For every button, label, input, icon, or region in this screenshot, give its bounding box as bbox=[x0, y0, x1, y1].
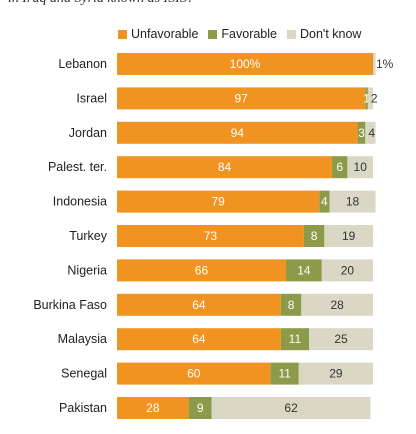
bar-favorable-nigeria bbox=[285, 259, 322, 282]
category-label-nigeria: Nigeria bbox=[67, 263, 107, 277]
bar-unfavorable-senegal bbox=[117, 362, 271, 385]
data-label-unfavorable-israel: 97 bbox=[234, 91, 248, 105]
data-label-don-t-know-senegal: 29 bbox=[329, 367, 343, 381]
category-label-lebanon: Lebanon bbox=[58, 57, 107, 71]
legend-swatch-unfavorable bbox=[118, 29, 127, 39]
bar-unfavorable-malaysia bbox=[117, 328, 281, 351]
data-label-don-t-know-malaysia: 25 bbox=[334, 332, 348, 346]
bar-unfavorable-israel bbox=[117, 87, 366, 110]
bar-favorable-pakistan bbox=[188, 397, 212, 419]
legend-item-favorable: Favorable bbox=[208, 27, 277, 41]
category-label-burkina-faso: Burkina Faso bbox=[33, 298, 107, 312]
data-label-favorable-jordan: 3 bbox=[358, 126, 365, 140]
data-label-don-t-know-lebanon: 1% bbox=[376, 57, 394, 71]
legend: Unfavorable Favorable Don't know bbox=[118, 26, 371, 42]
data-label-favorable-indonesia: 4 bbox=[321, 195, 328, 209]
bar-don-t-know-senegal bbox=[298, 362, 373, 385]
bar-unfavorable-indonesia bbox=[117, 190, 320, 213]
data-label-don-t-know-turkey: 19 bbox=[342, 229, 356, 243]
bar-unfavorable-jordan bbox=[117, 121, 358, 144]
data-label-unfavorable-jordan: 94 bbox=[231, 126, 245, 140]
data-label-unfavorable-palest-ter: 84 bbox=[218, 160, 232, 174]
bar-favorable-turkey bbox=[303, 225, 325, 247]
bar-don-t-know-indonesia bbox=[329, 190, 376, 213]
bar-unfavorable-nigeria bbox=[117, 259, 286, 282]
data-label-favorable-nigeria: 14 bbox=[297, 263, 311, 277]
bar-unfavorable-lebanon bbox=[117, 53, 373, 75]
data-label-favorable-turkey: 8 bbox=[311, 229, 318, 243]
data-label-unfavorable-pakistan: 28 bbox=[146, 401, 160, 415]
data-label-favorable-malaysia: 11 bbox=[289, 332, 302, 346]
bar-don-t-know-lebanon bbox=[373, 53, 376, 75]
data-label-unfavorable-indonesia: 79 bbox=[211, 195, 225, 209]
data-label-don-t-know-nigeria: 20 bbox=[341, 263, 355, 277]
bar-favorable-jordan bbox=[357, 121, 366, 144]
bar-favorable-malaysia bbox=[280, 328, 309, 351]
data-label-favorable-senegal: 11 bbox=[278, 367, 291, 381]
bar-don-t-know-israel bbox=[367, 87, 373, 110]
data-label-unfavorable-nigeria: 66 bbox=[195, 263, 209, 277]
category-label-palest-ter: Palest. ter. bbox=[48, 160, 107, 174]
bar-favorable-israel bbox=[365, 87, 368, 110]
data-label-don-t-know-jordan: 4 bbox=[368, 126, 375, 140]
bar-don-t-know-pakistan bbox=[211, 397, 371, 419]
category-label-malaysia: Malaysia bbox=[58, 332, 107, 346]
data-label-favorable-palest-ter: 6 bbox=[336, 160, 343, 174]
legend-swatch-favorable bbox=[208, 29, 218, 39]
chart-subtitle: in Iraq and Syria known as ISIS? bbox=[8, 0, 408, 11]
data-label-unfavorable-lebanon: 100% bbox=[230, 57, 261, 71]
bar-don-t-know-nigeria bbox=[321, 259, 373, 282]
bar-don-t-know-burkina-faso bbox=[301, 293, 373, 316]
category-label-turkey: Turkey bbox=[69, 229, 107, 243]
bar-unfavorable-palest-ter bbox=[117, 156, 333, 179]
bar-favorable-senegal bbox=[270, 362, 299, 385]
legend-swatch-dont-know bbox=[287, 29, 296, 39]
bar-don-t-know-jordan bbox=[365, 121, 376, 144]
legend-label-unfavorable: Unfavorable bbox=[131, 27, 199, 41]
bar-unfavorable-turkey bbox=[117, 225, 304, 247]
data-label-don-t-know-pakistan: 62 bbox=[284, 401, 298, 415]
legend-item-dont-know: Don't know bbox=[287, 27, 361, 41]
data-label-don-t-know-indonesia: 18 bbox=[346, 195, 360, 209]
legend-label-favorable: Favorable bbox=[221, 27, 277, 41]
bar-favorable-burkina-faso bbox=[280, 293, 302, 316]
bar-favorable-palest-ter bbox=[332, 156, 348, 179]
category-label-jordan: Jordan bbox=[69, 126, 107, 140]
legend-label-dont-know: Don't know bbox=[300, 27, 362, 41]
data-label-don-t-know-israel: 2 bbox=[371, 91, 378, 105]
category-label-senegal: Senegal bbox=[61, 367, 107, 381]
category-label-israel: Israel bbox=[76, 91, 107, 105]
bar-don-t-know-palest-ter bbox=[347, 156, 373, 179]
data-label-unfavorable-turkey: 73 bbox=[204, 229, 218, 243]
legend-item-unfavorable: Unfavorable bbox=[118, 27, 198, 41]
category-label-indonesia: Indonesia bbox=[53, 195, 107, 209]
bar-unfavorable-pakistan bbox=[117, 397, 189, 419]
bar-favorable-indonesia bbox=[319, 190, 330, 213]
data-label-unfavorable-malaysia: 64 bbox=[192, 332, 206, 346]
data-label-unfavorable-senegal: 60 bbox=[187, 367, 201, 381]
bar-don-t-know-malaysia bbox=[309, 328, 373, 351]
data-label-don-t-know-palest-ter: 10 bbox=[354, 160, 368, 174]
data-label-favorable-pakistan: 9 bbox=[197, 401, 204, 415]
data-label-favorable-burkina-faso: 8 bbox=[288, 298, 295, 312]
data-label-favorable-israel: 1 bbox=[363, 91, 370, 105]
category-label-pakistan: Pakistan bbox=[59, 401, 107, 415]
data-label-unfavorable-burkina-faso: 64 bbox=[192, 298, 206, 312]
data-label-don-t-know-burkina-faso: 28 bbox=[330, 298, 344, 312]
bar-unfavorable-burkina-faso bbox=[117, 293, 281, 316]
bar-don-t-know-turkey bbox=[324, 225, 373, 247]
